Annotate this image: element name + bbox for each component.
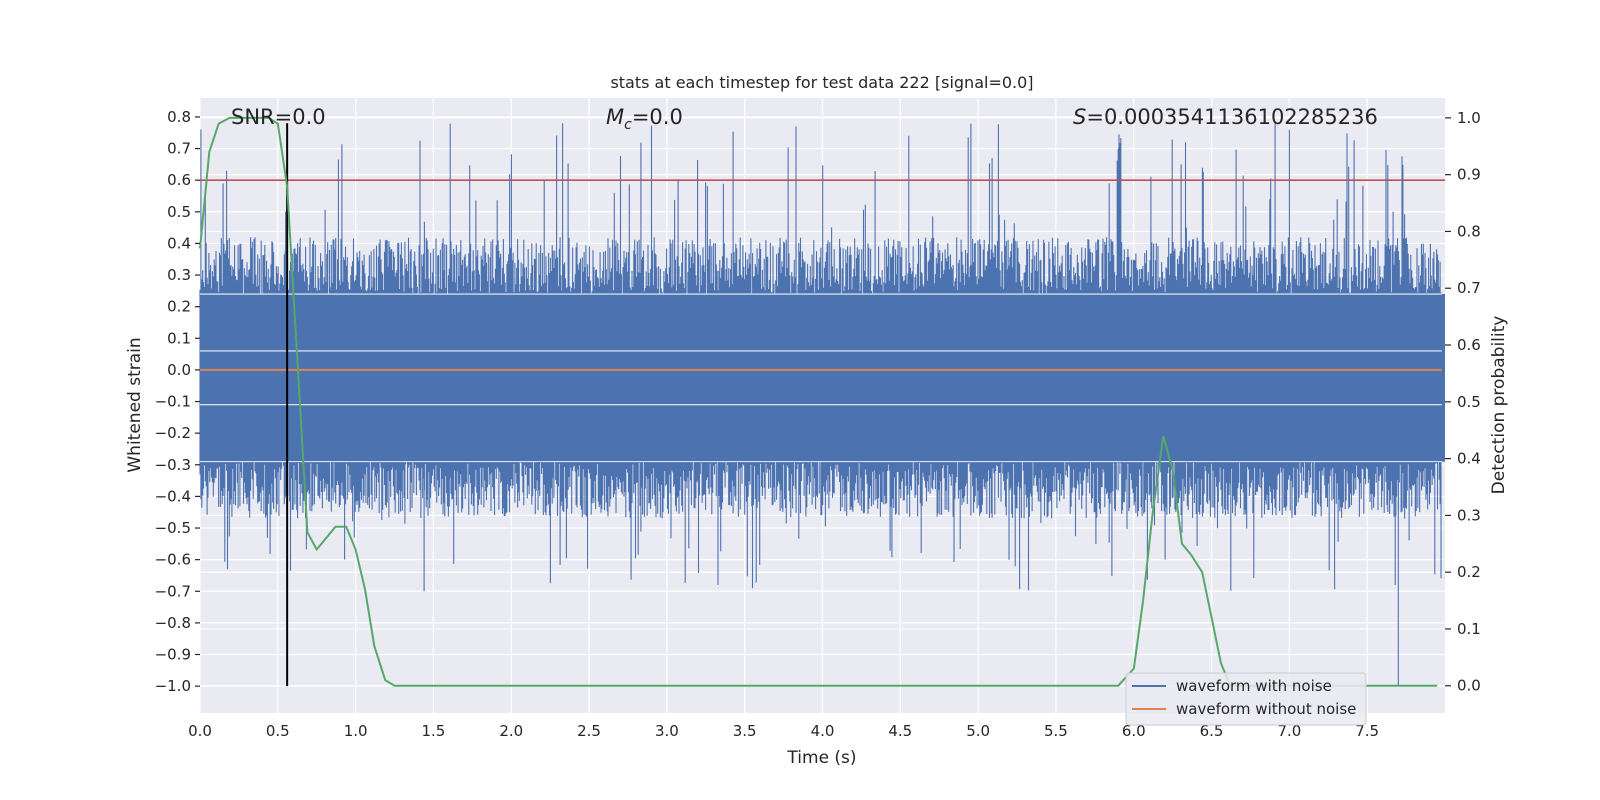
y-tick-label: −0.4 xyxy=(155,487,191,505)
y-tick-label: −0.3 xyxy=(155,456,191,474)
x-tick-label: 0.5 xyxy=(266,722,290,740)
legend: waveform with noise waveform without noi… xyxy=(1125,672,1367,726)
chart-title: stats at each timestep for test data 222… xyxy=(610,73,1033,92)
y-tick-label: 0.4 xyxy=(167,234,191,252)
s-value: =0.000354113610228523​6 xyxy=(1086,105,1378,129)
y-tick-label: −0.8 xyxy=(155,614,191,632)
x-tick-label: 6.0 xyxy=(1122,722,1146,740)
y2-axis-label: Detection probability xyxy=(1489,316,1509,495)
x-tick-label: 4.0 xyxy=(811,722,835,740)
mc-value: =0.0 xyxy=(632,105,683,129)
y-tick-label: −0.1 xyxy=(155,393,191,411)
y2-tick-label: 0.4 xyxy=(1457,450,1481,468)
mc-subscript: c xyxy=(624,117,632,133)
y2-tick-label: 0.3 xyxy=(1457,506,1481,524)
x-tick-label: 2.0 xyxy=(499,722,523,740)
noise-series-layer xyxy=(199,123,1445,687)
x-tick-label: 3.0 xyxy=(655,722,679,740)
y-tick-label: −0.2 xyxy=(155,424,191,442)
y-tick-label: 0.6 xyxy=(167,171,191,189)
y-tick-label: −1.0 xyxy=(155,677,191,695)
mc-symbol: M xyxy=(606,105,624,129)
y2-tick-label: 0.5 xyxy=(1457,393,1481,411)
y2-axis-ticks: 1.0 0.9 0.8 0.7 0.6 0.5 0.4 0.3 0.2 0.1 0.0 xyxy=(1445,109,1481,695)
legend-clean-label: waveform without noise xyxy=(1176,700,1356,718)
y-tick-label: 0.0 xyxy=(167,361,191,379)
x-tick-label: 5.5 xyxy=(1044,722,1068,740)
detection-probability-line xyxy=(199,116,1438,687)
x-tick-label: 7.0 xyxy=(1277,722,1301,740)
snr-annotation: SNR=0.0 xyxy=(231,105,326,129)
y-tick-label: 0.2 xyxy=(167,298,191,316)
y2-tick-label: 0.7 xyxy=(1457,279,1481,297)
x-tick-label: 1.5 xyxy=(422,722,446,740)
x-tick-label: 4.5 xyxy=(888,722,912,740)
x-axis-ticks: 0.0 0.5 1.0 1.5 2.0 2.5 3.0 3.5 4.0 4.5 5.0 5.5 6.0 6… xyxy=(188,722,1379,740)
y-tick-label: 0.1 xyxy=(167,329,191,347)
y2-tick-label: 0.6 xyxy=(1457,336,1481,354)
y-tick-label: 0.7 xyxy=(167,140,191,158)
y-axis-ticks: 0.8 0.7 0.6 0.5 0.4 0.3 0.2 0.1 0.0 −0.1 −0.2 −0.3 −… xyxy=(155,108,200,695)
y-tick-label: −0.6 xyxy=(155,551,191,569)
legend-box xyxy=(1125,672,1367,726)
waveform-with-noise-line xyxy=(199,123,1442,687)
x-tick-label: 2.5 xyxy=(577,722,601,740)
y2-tick-label: 1.0 xyxy=(1457,109,1481,127)
y-tick-label: −0.5 xyxy=(155,519,191,537)
x-tick-label: 7.5 xyxy=(1355,722,1379,740)
y-tick-label: −0.7 xyxy=(155,582,191,600)
y2-tick-label: 0.2 xyxy=(1457,563,1481,581)
y2-tick-label: 0.1 xyxy=(1457,620,1481,638)
x-tick-label: 5.0 xyxy=(966,722,990,740)
mc-annotation: Mc=0.0 xyxy=(606,105,683,133)
y-tick-label: 0.3 xyxy=(167,266,191,284)
x-tick-label: 6.5 xyxy=(1200,722,1224,740)
x-tick-label: 3.5 xyxy=(733,722,757,740)
s-symbol: S xyxy=(1073,105,1086,129)
y-tick-label: 0.8 xyxy=(167,108,191,126)
x-tick-label: 1.0 xyxy=(344,722,368,740)
y2-tick-label: 0.0 xyxy=(1457,677,1481,695)
legend-noise-label: waveform with noise xyxy=(1176,677,1332,695)
x-tick-label: 0.0 xyxy=(188,722,212,740)
y-axis-label: Whitened strain xyxy=(125,337,145,472)
y2-tick-label: 0.9 xyxy=(1457,166,1481,184)
y-tick-label: 0.5 xyxy=(167,203,191,221)
s-annotation: S=0.000354113610228523​6 xyxy=(1073,105,1378,129)
y2-tick-label: 0.8 xyxy=(1457,222,1481,240)
y-tick-label: −0.9 xyxy=(155,646,191,664)
x-axis-label: Time (s) xyxy=(786,748,856,768)
